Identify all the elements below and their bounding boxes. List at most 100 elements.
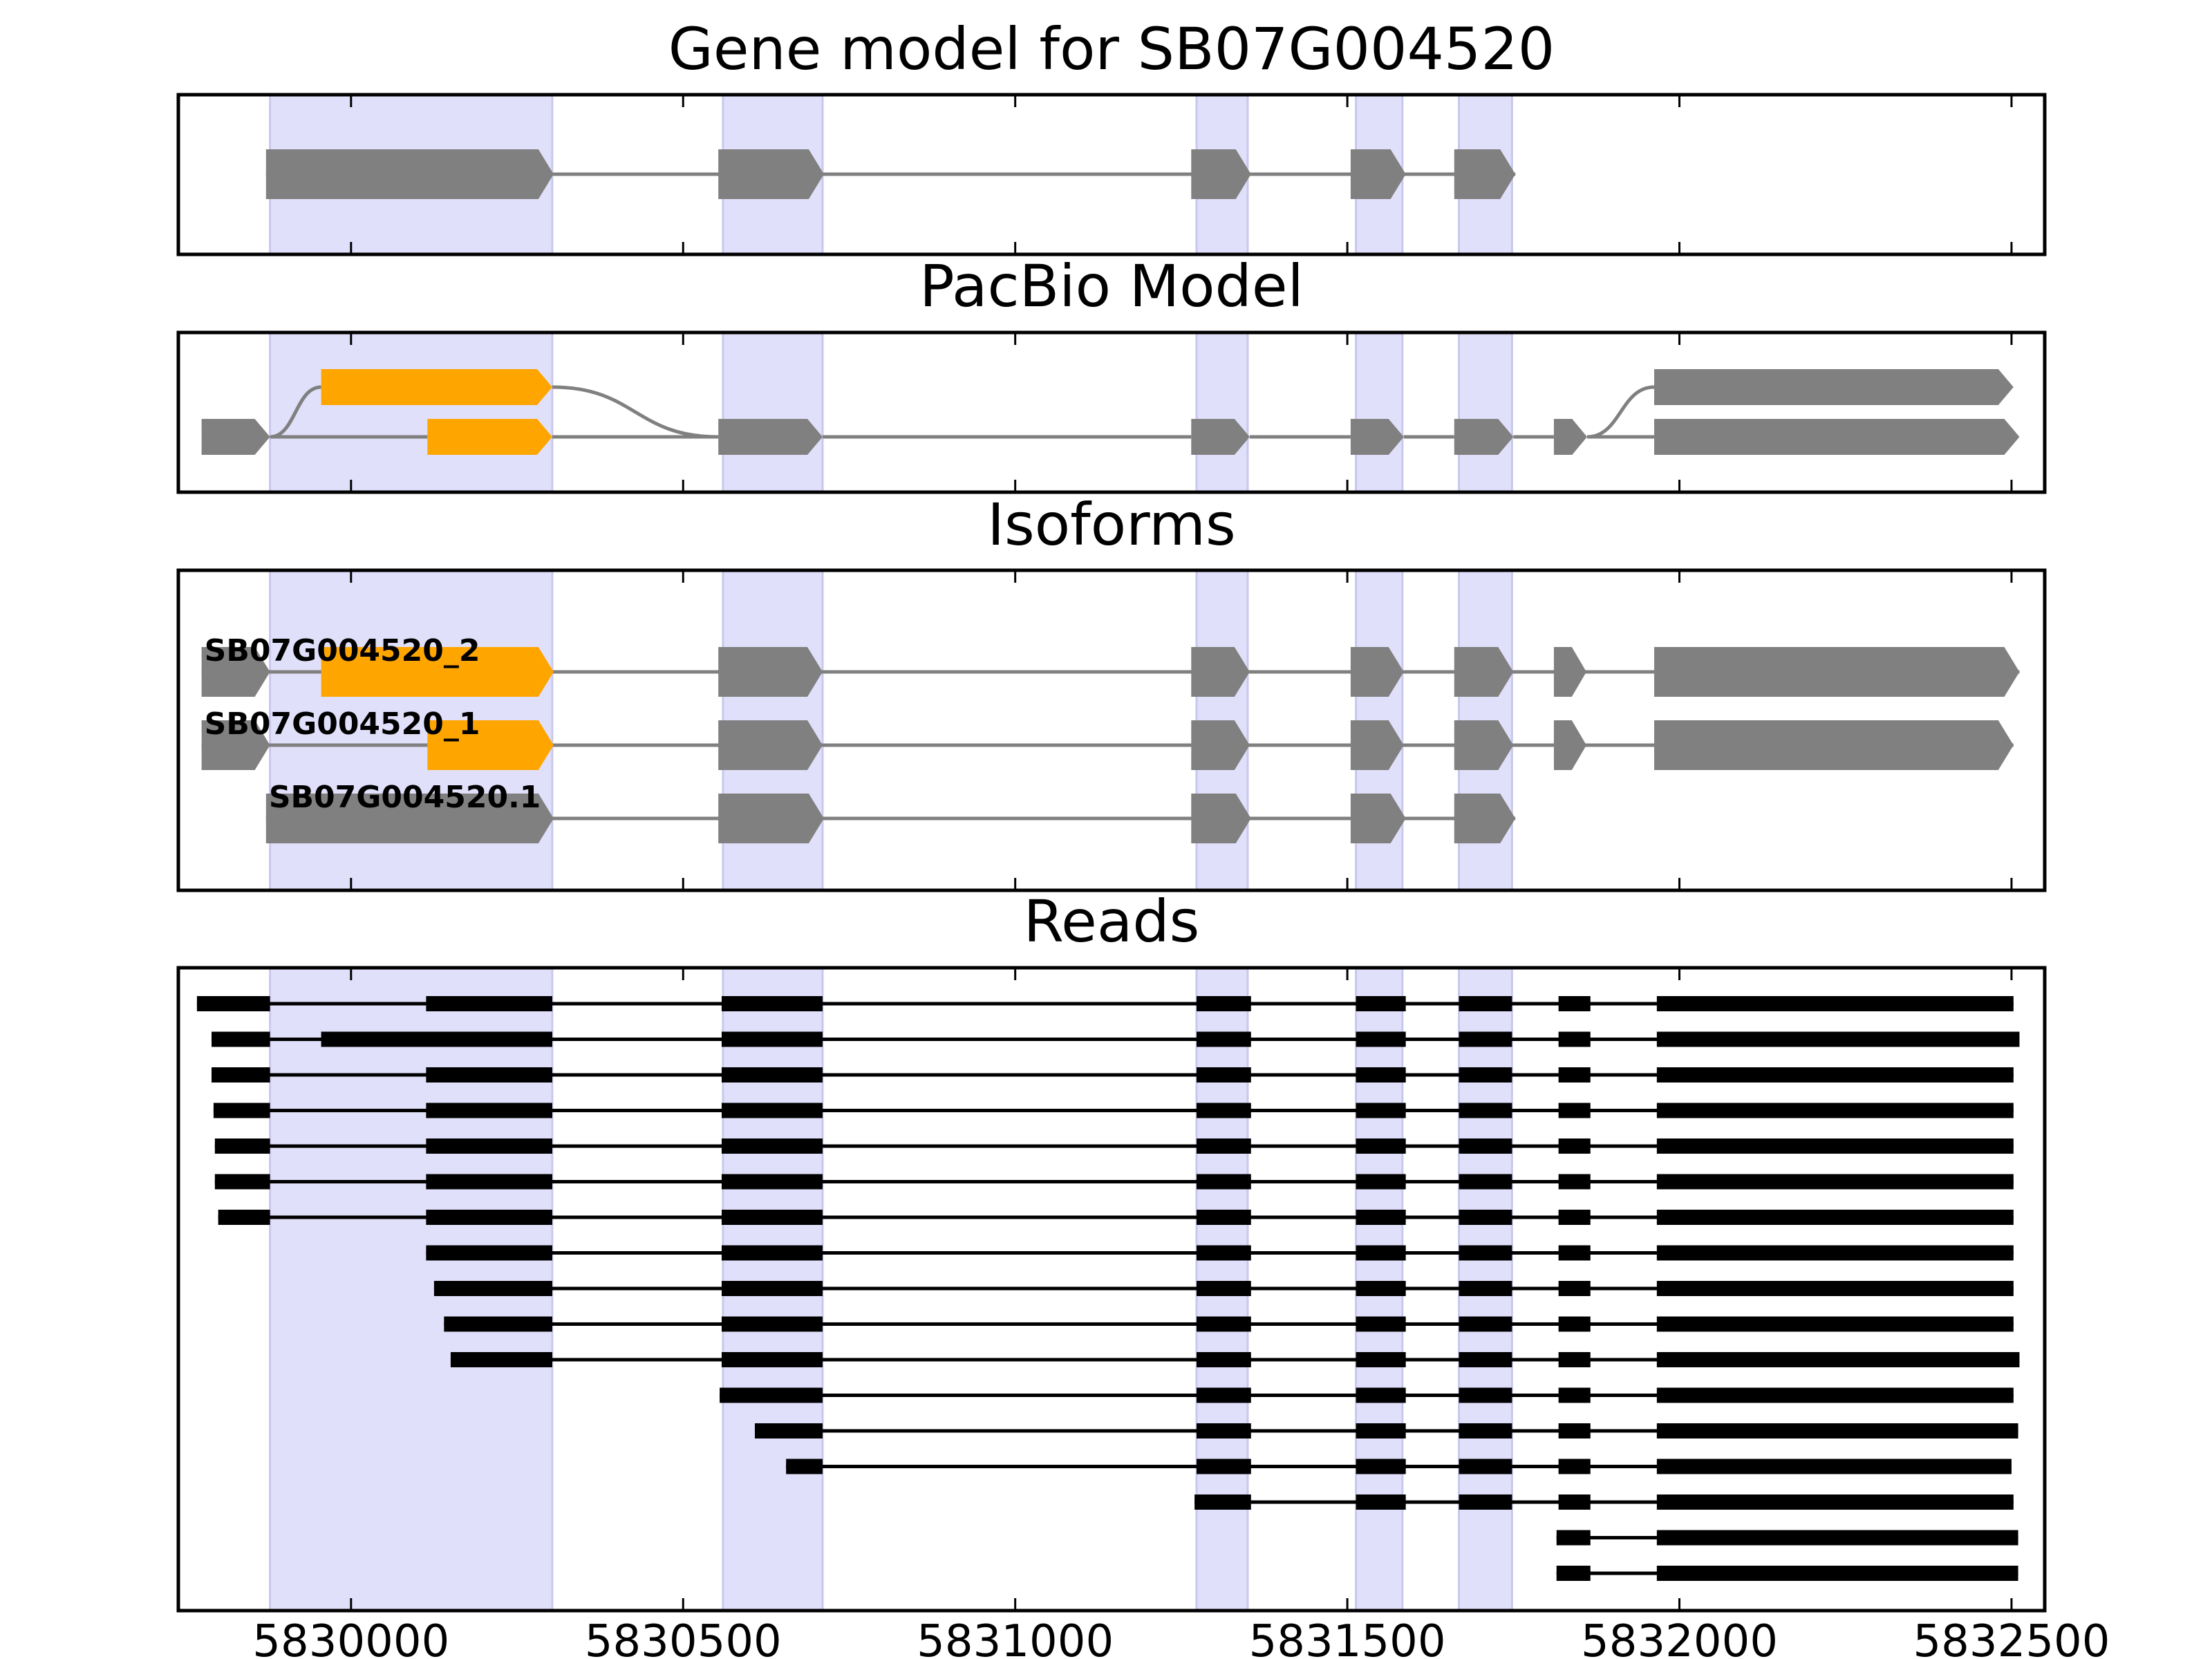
read-block <box>426 1138 552 1154</box>
exon-block <box>1654 720 2014 770</box>
read-block <box>1196 1281 1251 1296</box>
read-block <box>1558 1352 1591 1367</box>
read-block <box>426 1103 552 1118</box>
read-block <box>1556 1530 1591 1546</box>
read-block <box>1656 1281 2014 1296</box>
exon-block <box>1350 720 1404 770</box>
exon-block <box>1654 647 2020 697</box>
read-block <box>1196 1459 1251 1474</box>
isoform-label: SB07G004520.1 <box>269 780 541 815</box>
exon-block <box>265 149 554 199</box>
read-block <box>1196 996 1251 1011</box>
read-block <box>1356 1316 1406 1332</box>
read-block <box>1656 1494 2014 1510</box>
read-block <box>426 1210 552 1225</box>
read-block <box>1558 1103 1591 1118</box>
read-block <box>1656 1210 2014 1225</box>
read-block <box>1356 1138 1406 1154</box>
read-block <box>1196 1067 1251 1082</box>
splice-edge <box>270 385 321 439</box>
cds-block <box>427 720 554 770</box>
read-block <box>1356 1387 1406 1403</box>
read-block <box>1196 1174 1251 1190</box>
read-block <box>1656 1566 2018 1581</box>
read-block <box>1656 1245 2014 1261</box>
read-block <box>1656 1103 2014 1118</box>
read-block <box>1196 1387 1251 1403</box>
read-block <box>1356 1494 1406 1510</box>
read-block <box>213 1103 270 1118</box>
read-block <box>1356 1031 1406 1047</box>
read-block <box>1196 1103 1251 1118</box>
read-block <box>721 1103 823 1118</box>
exon-block <box>1350 647 1404 697</box>
read-block <box>196 996 270 1011</box>
read-block <box>426 1174 552 1190</box>
exon-block <box>1553 720 1587 770</box>
read-block <box>1459 1423 1512 1438</box>
read-block <box>1558 1423 1591 1438</box>
read-block <box>1356 1423 1406 1438</box>
read-block <box>1656 1530 2018 1546</box>
read-block <box>1558 1138 1591 1154</box>
read-block <box>1656 1174 2014 1190</box>
panel-frames <box>176 93 2047 1613</box>
panel-frame <box>176 93 2047 256</box>
read-block <box>1196 1210 1251 1225</box>
read-block <box>1459 1387 1512 1403</box>
read-block <box>1459 1281 1512 1296</box>
read-block <box>218 1210 270 1225</box>
read-block <box>721 1281 823 1296</box>
exon-block <box>1191 720 1250 770</box>
read-block <box>1558 1031 1591 1047</box>
read-block <box>426 996 552 1011</box>
exon-block <box>1191 647 1250 697</box>
read-block <box>1356 996 1406 1011</box>
read-block <box>1196 1138 1251 1154</box>
panel-title: PacBio Model <box>919 252 1304 320</box>
read-block <box>1558 1210 1591 1225</box>
exon-block <box>1454 720 1514 770</box>
exon-block <box>1350 149 1406 199</box>
exon-block <box>265 794 554 843</box>
read-block <box>321 1031 552 1047</box>
read-block <box>1356 1281 1406 1296</box>
read-block <box>1656 1387 2014 1403</box>
read-block <box>1196 1316 1251 1332</box>
exon-block <box>718 720 823 770</box>
read-block <box>1558 1494 1591 1510</box>
read-block <box>444 1316 552 1332</box>
read-block <box>214 1138 270 1154</box>
read-block <box>1558 996 1591 1011</box>
read-block <box>1656 1138 2014 1154</box>
panel-frame <box>176 568 2047 892</box>
exon-block <box>201 647 270 697</box>
read-block <box>426 1245 552 1261</box>
read-block <box>212 1031 270 1047</box>
read-block <box>1556 1566 1591 1581</box>
read-block <box>1656 1423 2018 1438</box>
panel-title: Isoforms <box>987 491 1236 559</box>
shaded-region <box>722 331 824 494</box>
read-block <box>786 1459 823 1474</box>
x-tick-label: 5831500 <box>1249 1616 1446 1659</box>
read-block <box>1459 1031 1512 1047</box>
read-block <box>1459 1210 1512 1225</box>
exon-node <box>718 419 823 455</box>
read-block <box>1356 1245 1406 1261</box>
read-block <box>1356 1103 1406 1118</box>
read-block <box>1656 1067 2014 1082</box>
read-block <box>450 1352 552 1367</box>
read-block <box>1558 1245 1591 1261</box>
read-block <box>1459 1494 1512 1510</box>
shaded-region <box>1355 331 1404 494</box>
exon-node <box>1191 419 1250 455</box>
exon-node <box>1553 419 1587 455</box>
read-block <box>1558 1067 1591 1082</box>
x-tick-label: 5832500 <box>1913 1616 2110 1659</box>
exon-node <box>1654 419 2020 455</box>
exon-block <box>1454 794 1516 843</box>
read-block <box>1356 1459 1406 1474</box>
x-tick-label: 5830000 <box>252 1616 449 1659</box>
